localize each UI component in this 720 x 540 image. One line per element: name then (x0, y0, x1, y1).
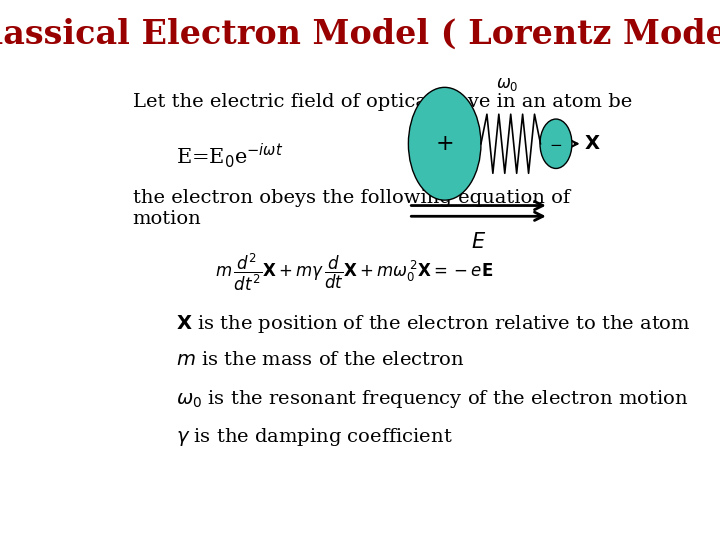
Text: $\omega_0$: $\omega_0$ (496, 76, 519, 93)
Text: $\gamma$ is the damping coefficient: $\gamma$ is the damping coefficient (176, 426, 453, 448)
Text: $\mathbf{X}$ is the position of the electron relative to the atom: $\mathbf{X}$ is the position of the elec… (176, 313, 690, 335)
Text: Classical Electron Model ( Lorentz Model): Classical Electron Model ( Lorentz Model… (0, 17, 720, 51)
Text: $m$ is the mass of the electron: $m$ is the mass of the electron (176, 350, 464, 369)
Text: Let the electric field of optical wave in an atom be: Let the electric field of optical wave i… (132, 93, 632, 111)
Ellipse shape (408, 87, 481, 200)
Text: $\mathbf{X}$: $\mathbf{X}$ (584, 135, 600, 153)
Text: E=E$_0$e$^{-i\omega t}$: E=E$_0$e$^{-i\omega t}$ (176, 141, 283, 170)
Text: $-$: $-$ (549, 137, 562, 151)
Text: $m\,\dfrac{d^2}{dt^2}\mathbf{X}+m\gamma\,\dfrac{d}{dt}\mathbf{X}+m\omega_0^{\,2}: $m\,\dfrac{d^2}{dt^2}\mathbf{X}+m\gamma\… (215, 251, 493, 293)
Text: +: + (436, 133, 454, 155)
Ellipse shape (540, 119, 572, 168)
Text: $\omega_0$ is the resonant frequency of the electron motion: $\omega_0$ is the resonant frequency of … (176, 388, 688, 410)
Text: the electron obeys the following equation of
motion: the electron obeys the following equatio… (132, 190, 570, 228)
Text: $E$: $E$ (471, 232, 486, 252)
